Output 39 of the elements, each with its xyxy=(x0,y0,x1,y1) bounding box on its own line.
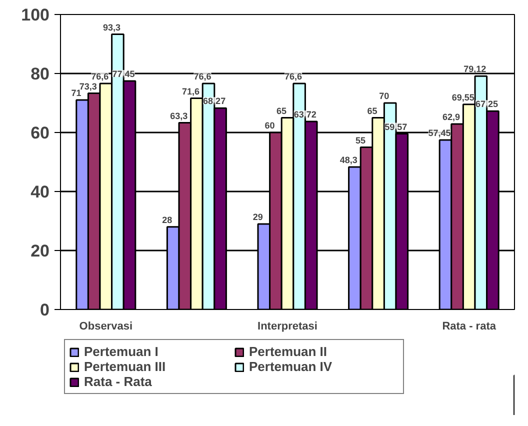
x-tick-label: Rata - rata xyxy=(442,320,497,332)
data-label: 59,57 xyxy=(384,122,408,132)
data-label: 65 xyxy=(276,106,287,116)
x-tick-label: Observasi xyxy=(79,320,133,332)
legend-label: Pertemuan I xyxy=(84,344,160,359)
data-label: 67,25 xyxy=(475,99,498,110)
legend-label: Rata - Rata xyxy=(84,374,153,389)
data-label: 62,9 xyxy=(442,112,460,122)
y-tick-label: 80 xyxy=(30,64,50,84)
data-label: 57,45 xyxy=(428,128,451,138)
legend-label: Pertemuan II xyxy=(249,344,328,359)
data-label: 73,3 xyxy=(79,81,97,92)
legend-label: Pertemuan III xyxy=(84,359,167,374)
x-tick-label: Interpretasi xyxy=(258,320,318,332)
y-tick-label: 20 xyxy=(30,242,50,260)
data-label: 29 xyxy=(252,212,263,222)
data-label: 79,12 xyxy=(464,64,486,74)
data-label: 63,3 xyxy=(170,110,188,121)
y-tick-label: 0 xyxy=(40,300,50,320)
data-label: 65 xyxy=(367,106,378,116)
data-label: 69,55 xyxy=(452,92,474,102)
data-label: 48,3 xyxy=(340,155,358,166)
data-label: 93,3 xyxy=(102,22,120,32)
data-label: 70 xyxy=(379,91,390,101)
data-label: 60 xyxy=(264,120,275,130)
data-label: 76,6 xyxy=(91,72,109,82)
legend-label: Pertemuan IV xyxy=(249,359,334,374)
data-label: 71,6 xyxy=(182,86,200,96)
data-label: 68,27 xyxy=(203,96,226,106)
data-label: 77,45 xyxy=(112,69,135,80)
y-tick-label: 40 xyxy=(30,182,50,202)
data-label: 28 xyxy=(162,214,172,225)
data-label: 76,6 xyxy=(194,72,212,82)
data-label: 63,72 xyxy=(294,110,316,120)
y-tick-label: 60 xyxy=(30,124,50,142)
data-label: 76,6 xyxy=(284,72,302,82)
data-label: 71 xyxy=(71,88,82,98)
data-label: 55 xyxy=(355,135,366,146)
y-tick-label: 100 xyxy=(21,6,50,24)
